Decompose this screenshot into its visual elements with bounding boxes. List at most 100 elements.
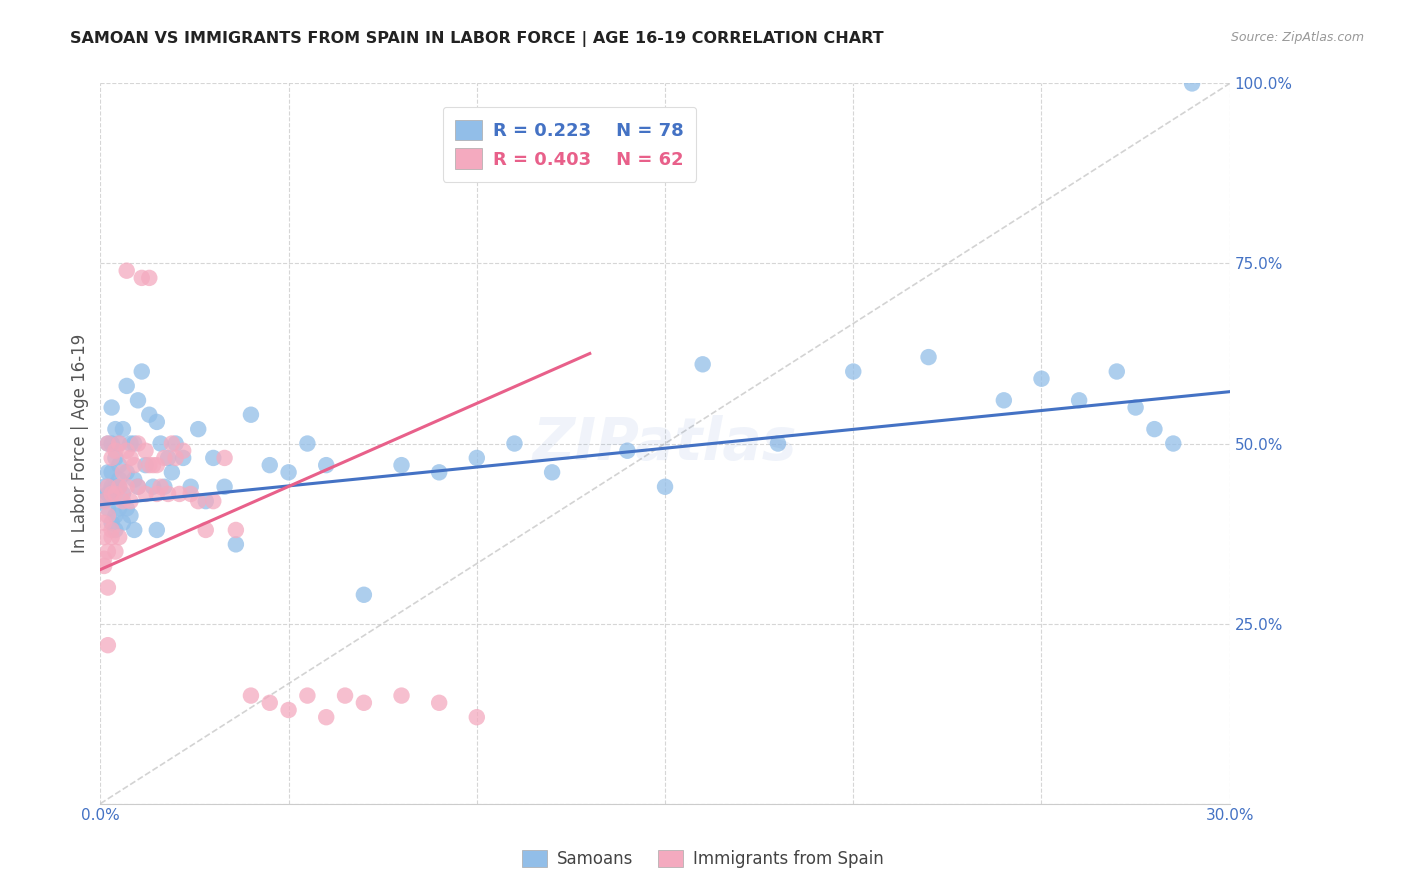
Point bbox=[100, 401, 122, 415]
Text: SAMOAN VS IMMIGRANTS FROM SPAIN IN LABOR FORCE | AGE 16-19 CORRELATION CHART: SAMOAN VS IMMIGRANTS FROM SPAIN IN LABOR… bbox=[70, 31, 884, 47]
Y-axis label: In Labor Force | Age 16-19: In Labor Force | Age 16-19 bbox=[72, 334, 89, 553]
Point bbox=[115, 443, 138, 458]
Point bbox=[202, 494, 225, 508]
Point bbox=[135, 443, 157, 458]
Point bbox=[111, 466, 134, 480]
Point bbox=[97, 501, 120, 516]
Point bbox=[104, 487, 127, 501]
Point bbox=[127, 480, 149, 494]
Point bbox=[100, 466, 122, 480]
Point bbox=[194, 523, 217, 537]
Point bbox=[122, 473, 145, 487]
Point bbox=[225, 523, 247, 537]
Point bbox=[138, 408, 160, 422]
Point bbox=[146, 415, 169, 429]
Point bbox=[225, 537, 247, 551]
Point bbox=[97, 487, 120, 501]
Point bbox=[1161, 436, 1184, 450]
Point bbox=[993, 393, 1015, 408]
Point bbox=[149, 436, 172, 450]
Point bbox=[616, 443, 638, 458]
Point bbox=[503, 436, 526, 450]
Point bbox=[120, 450, 142, 465]
Point bbox=[108, 501, 131, 516]
Point bbox=[127, 393, 149, 408]
Text: ZIPatlas: ZIPatlas bbox=[533, 415, 797, 472]
Point bbox=[108, 530, 131, 544]
Point bbox=[111, 422, 134, 436]
Point bbox=[127, 436, 149, 450]
Point bbox=[93, 558, 115, 573]
Point bbox=[172, 443, 194, 458]
Point bbox=[122, 458, 145, 472]
Point bbox=[146, 458, 169, 472]
Point bbox=[100, 480, 122, 494]
Point bbox=[93, 494, 115, 508]
Point bbox=[111, 487, 134, 501]
Point bbox=[187, 422, 209, 436]
Point bbox=[541, 466, 564, 480]
Legend: Samoans, Immigrants from Spain: Samoans, Immigrants from Spain bbox=[515, 843, 891, 875]
Point bbox=[115, 263, 138, 277]
Point bbox=[315, 458, 337, 472]
Point bbox=[97, 466, 120, 480]
Point bbox=[160, 436, 183, 450]
Point bbox=[104, 544, 127, 558]
Point bbox=[692, 357, 714, 371]
Point bbox=[153, 480, 176, 494]
Point bbox=[165, 450, 187, 465]
Point bbox=[93, 530, 115, 544]
Point bbox=[142, 458, 165, 472]
Point bbox=[97, 581, 120, 595]
Point bbox=[108, 458, 131, 472]
Point bbox=[100, 436, 122, 450]
Point bbox=[93, 480, 115, 494]
Point bbox=[297, 689, 319, 703]
Point bbox=[97, 480, 120, 494]
Point bbox=[93, 494, 115, 508]
Point bbox=[104, 422, 127, 436]
Point bbox=[1125, 401, 1147, 415]
Point bbox=[93, 551, 115, 566]
Point bbox=[120, 508, 142, 523]
Point bbox=[100, 516, 122, 530]
Point bbox=[1031, 372, 1053, 386]
Point bbox=[93, 516, 115, 530]
Point bbox=[100, 487, 122, 501]
Point bbox=[180, 480, 202, 494]
Point bbox=[115, 379, 138, 393]
Point bbox=[654, 480, 676, 494]
Point bbox=[169, 487, 191, 501]
Point bbox=[187, 494, 209, 508]
Point bbox=[427, 466, 450, 480]
Point bbox=[172, 450, 194, 465]
Point bbox=[465, 710, 488, 724]
Point bbox=[1143, 422, 1166, 436]
Point bbox=[146, 523, 169, 537]
Point bbox=[115, 501, 138, 516]
Point bbox=[100, 487, 122, 501]
Point bbox=[391, 458, 413, 472]
Point bbox=[353, 696, 375, 710]
Point bbox=[153, 450, 176, 465]
Point bbox=[239, 408, 262, 422]
Point bbox=[97, 436, 120, 450]
Point bbox=[315, 710, 337, 724]
Point bbox=[1069, 393, 1091, 408]
Point bbox=[104, 450, 127, 465]
Point bbox=[259, 458, 281, 472]
Point bbox=[142, 480, 165, 494]
Point bbox=[104, 443, 127, 458]
Point bbox=[277, 466, 299, 480]
Point bbox=[122, 523, 145, 537]
Point bbox=[138, 271, 160, 285]
Point bbox=[135, 487, 157, 501]
Point bbox=[333, 689, 356, 703]
Point bbox=[202, 450, 225, 465]
Point bbox=[135, 458, 157, 472]
Point bbox=[100, 450, 122, 465]
Point bbox=[149, 480, 172, 494]
Point bbox=[766, 436, 789, 450]
Point bbox=[97, 544, 120, 558]
Point bbox=[259, 696, 281, 710]
